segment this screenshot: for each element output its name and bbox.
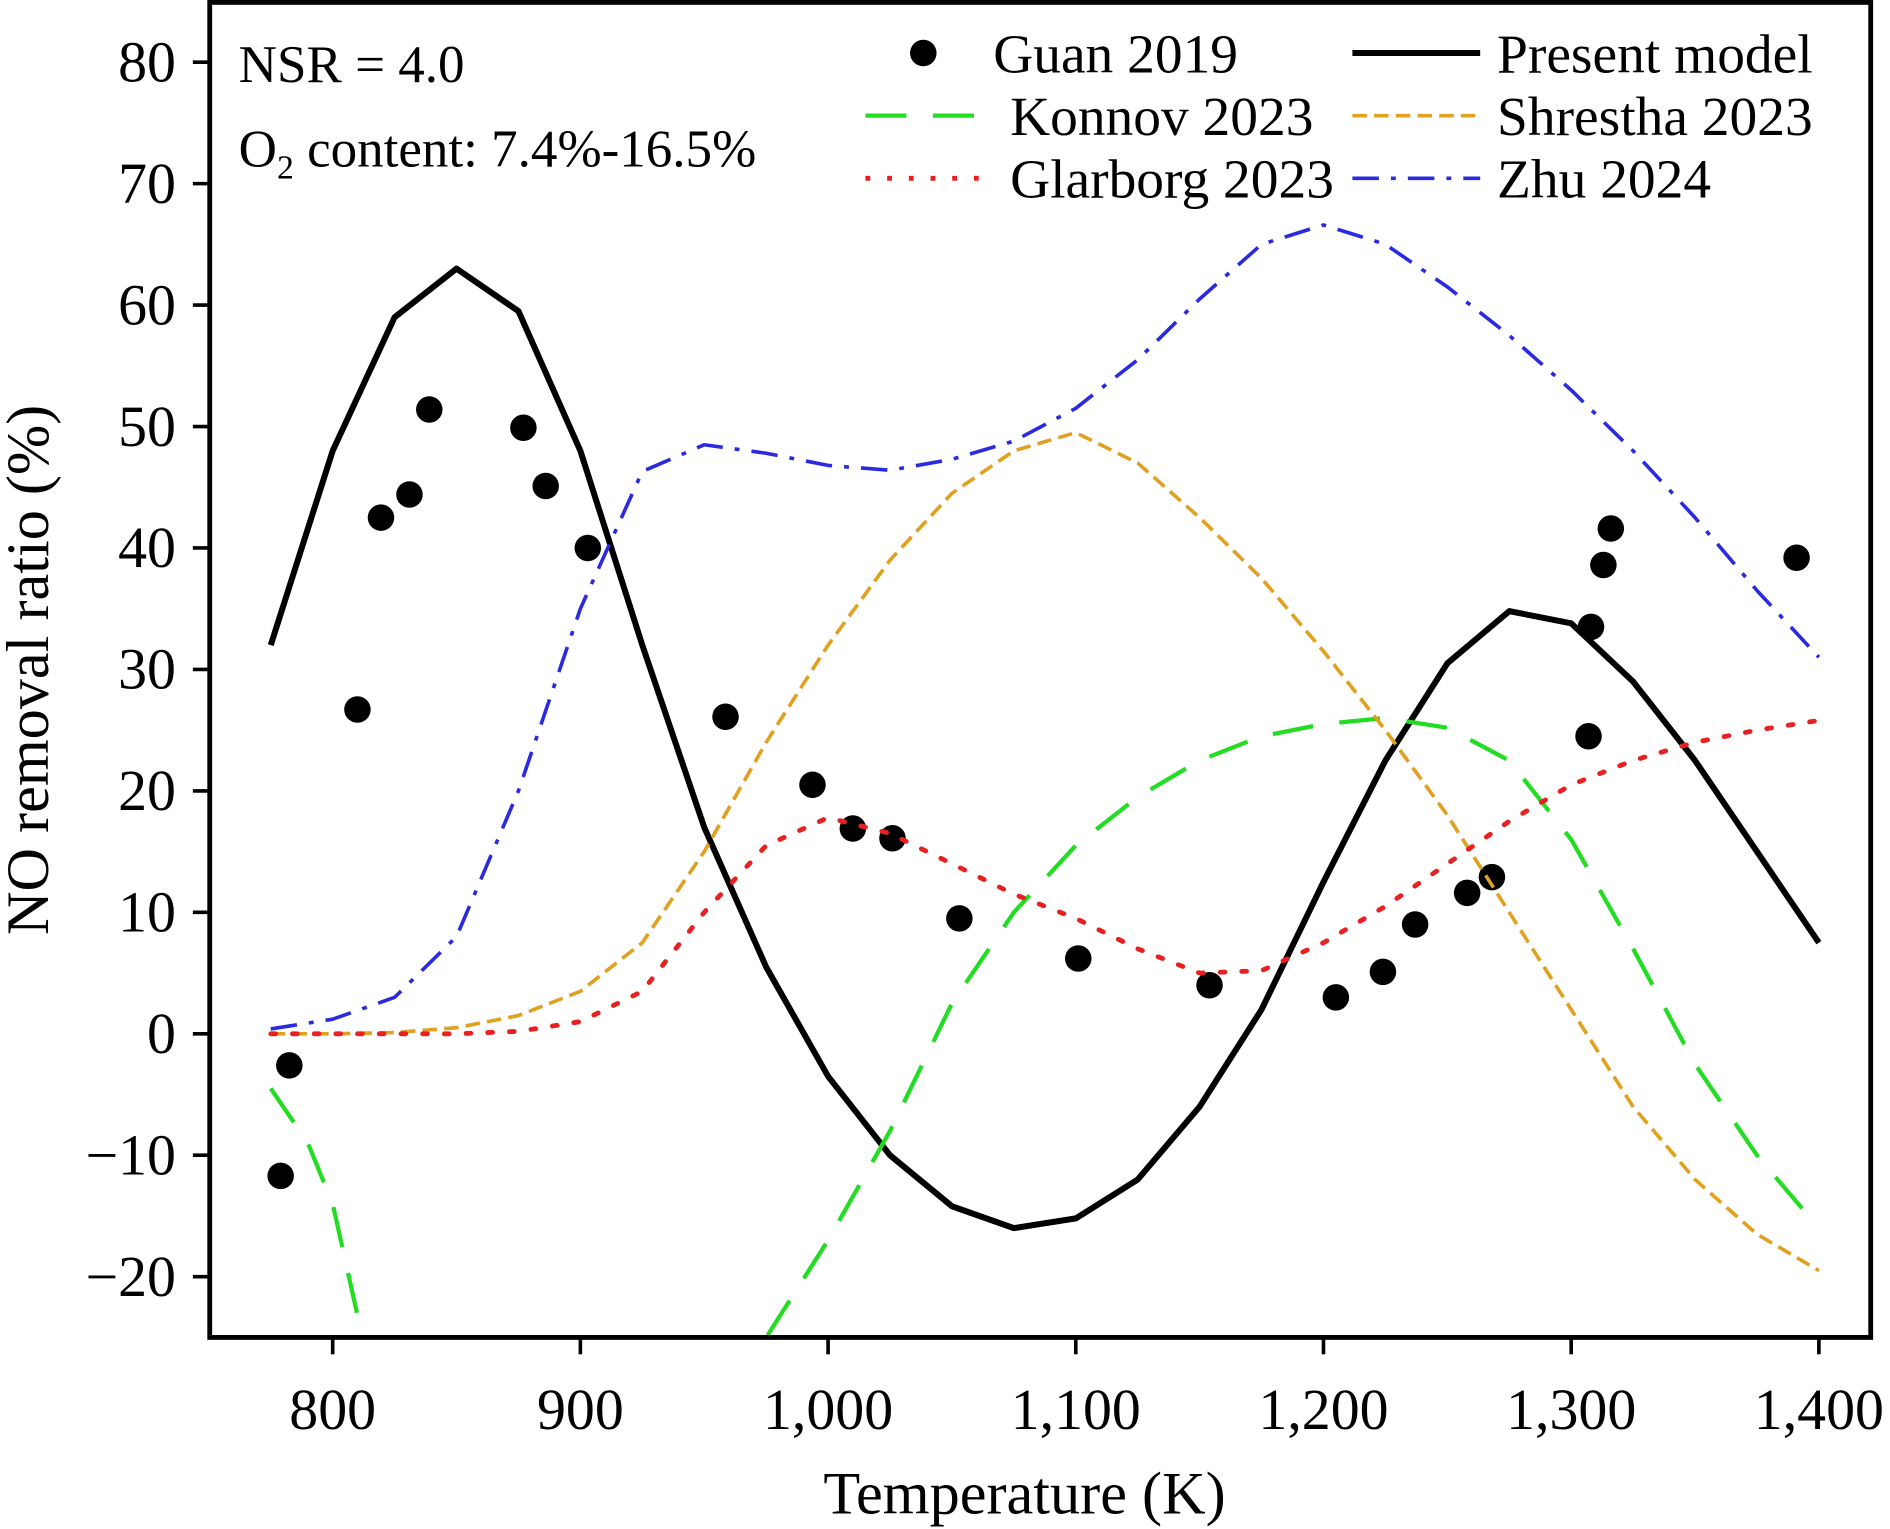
series-line-present-model bbox=[267, 265, 1822, 1232]
data-point-guan-2019 bbox=[574, 534, 602, 562]
axes: 800 900 1,000 1,100 1,200 1,300 1,400 −20 −10 0 10… bbox=[86, 29, 1884, 1442]
legend-label: Zhu 2024 bbox=[1497, 149, 1711, 210]
y-axis-label: NO removal ratio (%) bbox=[0, 405, 62, 935]
data-point-guan-2019 bbox=[267, 1162, 294, 1190]
data-point-guan-2019 bbox=[799, 771, 826, 799]
data-point-guan-2019 bbox=[510, 414, 537, 441]
nsr-annotation: NSR = 4.0 bbox=[239, 36, 465, 94]
data-point-guan-2019 bbox=[946, 905, 973, 932]
x-axis-label: Temperature (K) bbox=[823, 1460, 1225, 1527]
x-tick-label: 800 bbox=[289, 1377, 376, 1442]
series-line-shrestha-2023 bbox=[270, 430, 1820, 1273]
o2-annotation: O2 content: 7.4%-16.5% bbox=[239, 120, 757, 186]
data-point-guan-2019 bbox=[532, 472, 559, 500]
series-line-glarborg-2023 bbox=[268, 718, 1822, 1037]
x-tick-label: 900 bbox=[537, 1377, 624, 1442]
x-tick-label: 1,100 bbox=[1011, 1377, 1141, 1442]
data-point-guan-2019 bbox=[1401, 911, 1429, 938]
data-point-guan-2019 bbox=[1478, 863, 1506, 891]
data-point-guan-2019 bbox=[1597, 515, 1625, 542]
data-point-guan-2019 bbox=[276, 1052, 303, 1079]
y-tick-label: −10 bbox=[86, 1123, 176, 1188]
y-tick-label: 60 bbox=[118, 272, 176, 337]
legend-marker bbox=[910, 39, 937, 67]
data-point-guan-2019 bbox=[712, 703, 739, 731]
data-point-guan-2019 bbox=[396, 481, 423, 508]
y-tick-label: 40 bbox=[118, 515, 176, 580]
data-point-guan-2019 bbox=[1369, 958, 1397, 986]
y-tick-label: 0 bbox=[147, 1001, 176, 1066]
x-tick-label: 1,000 bbox=[763, 1377, 893, 1442]
y-tick-label: 10 bbox=[118, 880, 176, 945]
data-point-guan-2019 bbox=[1783, 544, 1810, 571]
legend-label: Shrestha 2023 bbox=[1497, 86, 1813, 147]
data-point-guan-2019 bbox=[1064, 945, 1092, 972]
data-point-guan-2019 bbox=[1322, 984, 1350, 1011]
y-tick-label: −20 bbox=[86, 1244, 176, 1309]
data-point-guan-2019 bbox=[1575, 722, 1602, 750]
legend-label: Glarborg 2023 bbox=[1010, 149, 1334, 210]
data-point-guan-2019 bbox=[344, 696, 371, 723]
legend-label: Konnov 2023 bbox=[1010, 86, 1313, 147]
x-tick-label: 1,400 bbox=[1754, 1377, 1884, 1442]
legend-label: Guan 2019 bbox=[993, 23, 1238, 84]
data-point-guan-2019 bbox=[367, 504, 395, 531]
series-line-zhu-2024 bbox=[270, 223, 1821, 1031]
y-tick-label: 80 bbox=[118, 29, 176, 94]
y-tick-label: 70 bbox=[118, 151, 176, 216]
data-point-guan-2019 bbox=[1196, 971, 1223, 999]
legend-label: Present model bbox=[1497, 23, 1813, 84]
y-tick-label: 50 bbox=[118, 394, 176, 459]
series-layer bbox=[267, 223, 1822, 1338]
series-line-konnov-2023 bbox=[269, 715, 1821, 1338]
data-point-guan-2019 bbox=[1590, 551, 1617, 579]
x-tick-label: 1,300 bbox=[1506, 1377, 1636, 1442]
y-tick-label: 30 bbox=[118, 637, 176, 702]
y-tick-label: 20 bbox=[118, 758, 176, 823]
data-point-guan-2019 bbox=[416, 396, 443, 423]
x-tick-label: 1,200 bbox=[1258, 1377, 1388, 1442]
legend: Guan 2019 Present model Konnov 2023 Shresth… bbox=[865, 23, 1813, 210]
data-point-guan-2019 bbox=[1453, 879, 1481, 907]
